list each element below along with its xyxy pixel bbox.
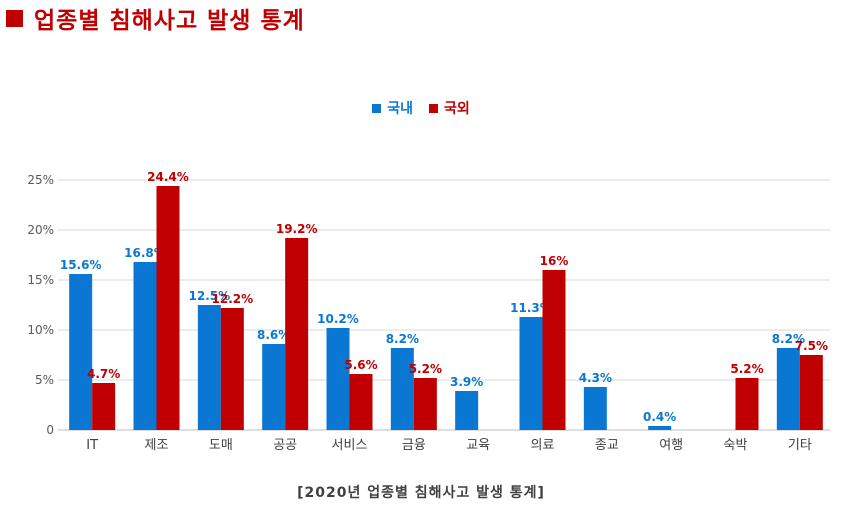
x-tick-label: 의료 xyxy=(531,438,555,453)
x-tick-label: 숙박 xyxy=(724,438,748,453)
bar-domestic xyxy=(133,262,157,430)
bar-domestic xyxy=(455,391,479,430)
data-label-domestic: 11.3% xyxy=(510,301,552,315)
x-tick-label: 공공 xyxy=(273,438,297,453)
title-square-icon xyxy=(6,9,23,27)
data-label-domestic: 15.6% xyxy=(60,258,102,272)
data-label-overseas: 7.5% xyxy=(795,339,828,353)
chart-legend: 국내 국외 xyxy=(0,98,842,118)
bar-domestic xyxy=(197,305,221,430)
bar-domestic xyxy=(648,426,672,430)
x-tick-label: 종교 xyxy=(595,438,619,453)
bar-overseas xyxy=(799,355,823,430)
data-label-overseas: 16% xyxy=(540,254,569,268)
data-label-overseas: 4.7% xyxy=(87,367,120,381)
chart-caption: [2020년 업종별 침해사고 발생 통계] xyxy=(297,485,545,501)
data-label-overseas: 12.2% xyxy=(212,292,254,306)
bar-domestic xyxy=(519,317,543,430)
x-tick-label: IT xyxy=(86,438,98,453)
title-row: 업종별 침해사고 발생 통계 xyxy=(6,4,305,34)
legend-swatch-domestic xyxy=(372,103,382,113)
data-label-overseas: 5.2% xyxy=(730,362,763,376)
bar-domestic xyxy=(583,387,607,430)
y-tick-label: 10% xyxy=(27,323,54,337)
x-tick-label: 서비스 xyxy=(332,438,368,453)
x-tick-label: 교육 xyxy=(466,438,490,453)
y-tick-label: 5% xyxy=(35,373,54,387)
bar-domestic xyxy=(262,344,286,430)
page-title: 업종별 침해사고 발생 통계 xyxy=(34,8,305,34)
bar-overseas xyxy=(735,378,759,430)
data-label-domestic: 8.6% xyxy=(257,328,290,342)
y-tick-label: 20% xyxy=(27,223,54,237)
legend-label-domestic: 국내 xyxy=(387,101,413,117)
bar-domestic xyxy=(390,348,414,430)
legend-item-overseas: 국외 xyxy=(429,98,470,118)
bar-overseas xyxy=(92,383,116,430)
bar-domestic xyxy=(326,328,350,430)
x-tick-label: 기타 xyxy=(788,438,812,453)
bar-domestic xyxy=(69,274,93,430)
bar-domestic xyxy=(776,348,800,430)
data-label-domestic: 3.9% xyxy=(450,375,483,389)
y-tick-label: 25% xyxy=(27,173,54,187)
bar-overseas xyxy=(156,186,180,430)
bar-overseas xyxy=(285,238,309,430)
x-tick-label: 도매 xyxy=(209,438,233,453)
legend-label-overseas: 국외 xyxy=(444,101,470,117)
x-tick-label: 제조 xyxy=(145,438,169,453)
y-tick-label: 0 xyxy=(46,423,54,437)
bar-overseas xyxy=(220,308,244,430)
bar-overseas xyxy=(349,374,373,430)
data-label-domestic: 0.4% xyxy=(643,410,676,424)
legend-swatch-overseas xyxy=(429,103,438,113)
data-label-domestic: 8.2% xyxy=(386,332,419,346)
data-label-domestic: 12.5% xyxy=(189,289,231,303)
data-label-domestic: 4.3% xyxy=(579,371,612,385)
data-label-overseas: 24.4% xyxy=(147,170,189,184)
data-label-overseas: 5.6% xyxy=(344,358,377,372)
data-label-domestic: 8.2% xyxy=(772,332,805,346)
x-tick-label: 여행 xyxy=(659,437,683,453)
data-label-overseas: 19.2% xyxy=(276,222,318,236)
bar-overseas xyxy=(413,378,437,430)
y-tick-label: 15% xyxy=(27,273,54,287)
bar-overseas xyxy=(542,270,566,430)
legend-item-domestic: 국내 xyxy=(372,98,413,118)
data-label-domestic: 10.2% xyxy=(317,312,359,326)
x-tick-label: 금융 xyxy=(402,438,426,453)
data-label-domestic: 16.8% xyxy=(124,246,166,260)
data-label-overseas: 5.2% xyxy=(409,362,442,376)
